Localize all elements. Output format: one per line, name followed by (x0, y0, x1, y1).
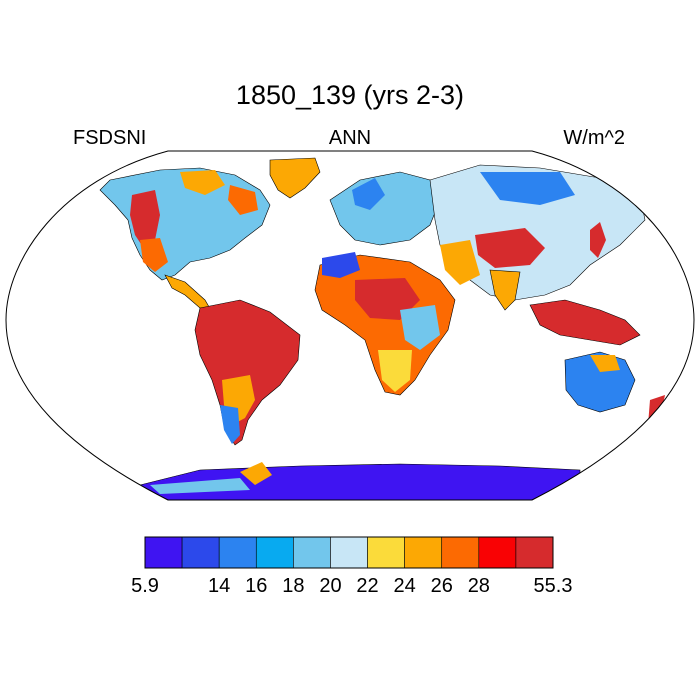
colorbar-tick-label: 16 (245, 575, 267, 597)
colorbar-tick-label: 18 (282, 575, 304, 597)
colorbar-swatch (478, 536, 517, 569)
scandinavia (352, 178, 385, 210)
southern-africa (378, 350, 412, 392)
antarctica-edge-light (150, 478, 250, 494)
colorbar-swatch (330, 536, 368, 569)
colorbar-swatch (441, 536, 480, 569)
southeast-asia-region (529, 222, 641, 346)
colorbar-tick-label: 26 (431, 575, 453, 597)
colorbar-tick-labels: 5.9 14 16 18 20 22 24 26 28 55.3 (131, 575, 572, 597)
colorbar-swatch (181, 536, 220, 569)
africa-region (314, 252, 456, 396)
central-africa (400, 305, 440, 350)
north-africa-west (322, 252, 360, 278)
colorbar-tick-label: 24 (394, 575, 416, 597)
colorbar-tick-label: 20 (319, 575, 341, 597)
tibet-hot (475, 228, 545, 268)
colorbar-swatch (218, 536, 257, 569)
units-label: W/m^2 (563, 127, 625, 149)
colorbar-tick-label: 22 (356, 575, 378, 597)
colorbar-frame (144, 536, 554, 569)
north-america-southwest (140, 238, 168, 272)
antarctica-region (139, 462, 581, 500)
maritime-continent (529, 299, 641, 346)
colorbar-tick-label: 55.3 (534, 575, 573, 597)
europe-region (329, 171, 441, 246)
variable-label: FSDSNI (73, 127, 147, 149)
asia-north-blue (480, 172, 575, 205)
australia-north (590, 355, 620, 372)
asia-region (429, 164, 646, 311)
colorbar-swatches (144, 536, 554, 569)
colorbar-tick-label: 28 (468, 575, 490, 597)
plot-title: 1850_139 (yrs 2-3) (235, 80, 465, 110)
colorbar-swatch (255, 536, 294, 569)
africa-land (314, 254, 456, 396)
colorbar-swatch (144, 536, 183, 569)
patagonia (220, 405, 240, 444)
season-label: ANN (328, 127, 372, 149)
colorbar-swatch (404, 536, 443, 569)
hudson-region (228, 185, 258, 215)
greenland-land (269, 157, 321, 199)
japan (590, 222, 606, 258)
colorbar-tick-label: 5.9 (131, 575, 159, 597)
north-america-region (99, 167, 271, 313)
colorbar-swatch (293, 536, 331, 569)
north-america-west-hot (130, 190, 160, 250)
middle-east (440, 240, 480, 285)
colorbar-swatch (515, 536, 554, 569)
colorbar-swatch (367, 536, 405, 569)
map-border (5, 150, 695, 501)
south-america-region (194, 299, 301, 446)
colorbar-tick-label: 14 (208, 575, 230, 597)
india (489, 269, 521, 311)
antarctic-peninsula (240, 462, 272, 485)
canada-arctic (180, 170, 225, 195)
